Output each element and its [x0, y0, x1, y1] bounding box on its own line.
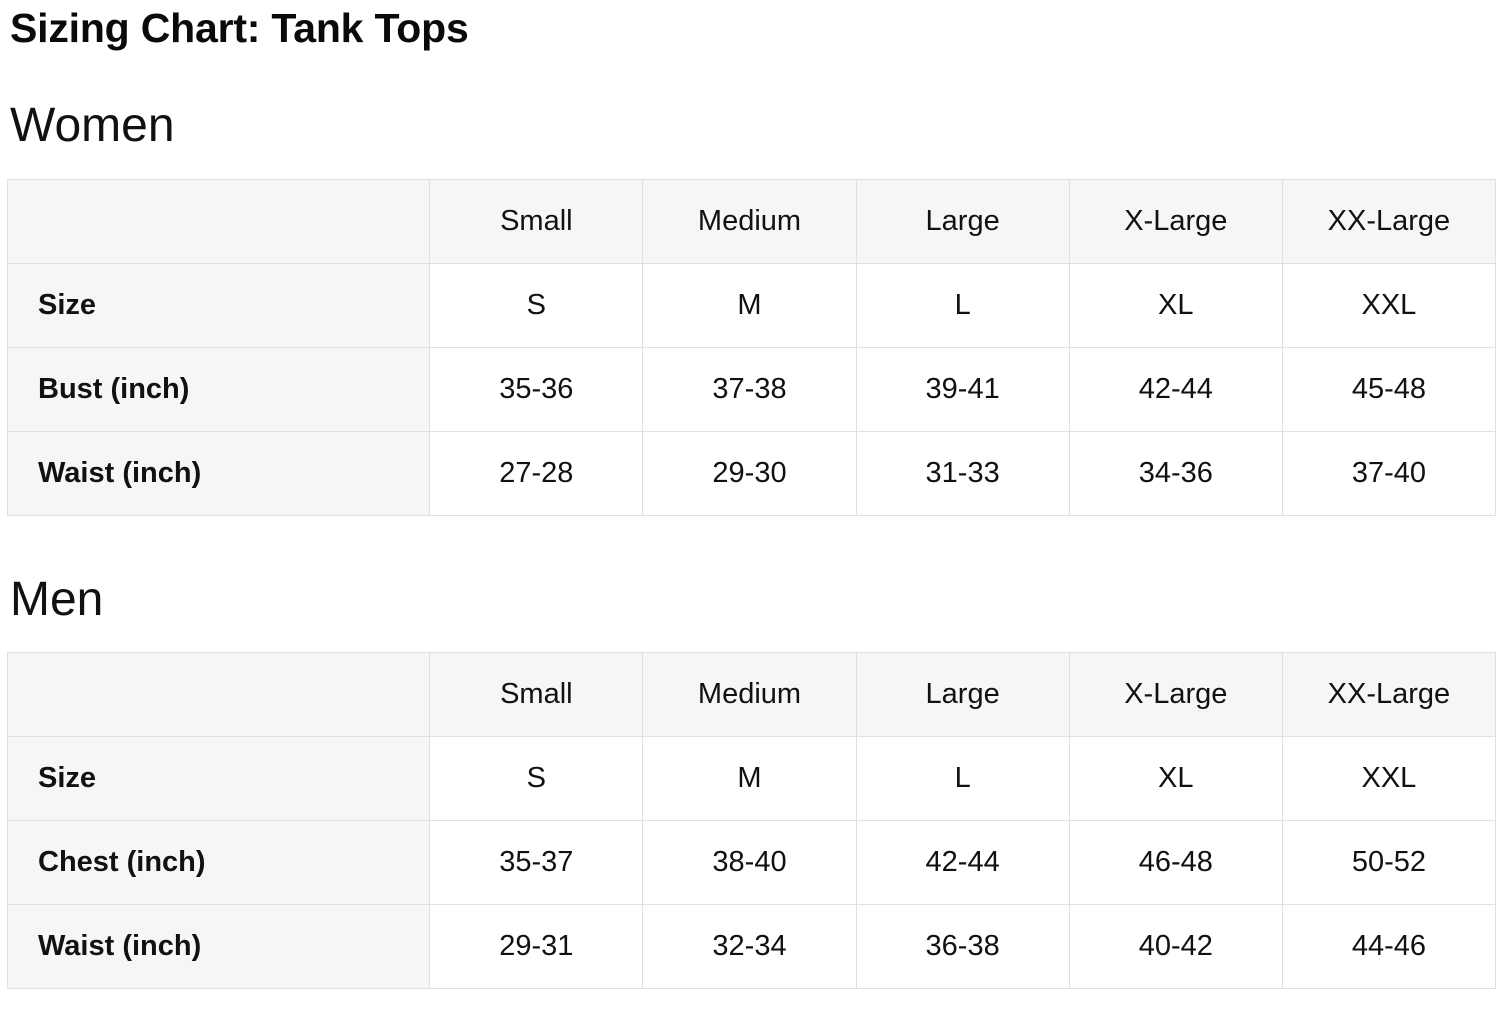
- row-label-chest: Chest (inch): [6, 820, 431, 905]
- row-label-size: Size: [6, 736, 431, 821]
- cell-waist-medium: 29-30: [642, 431, 857, 516]
- cell-chest-small: 35-37: [429, 820, 644, 905]
- table-header-row: Small Medium Large X-Large XX-Large: [6, 652, 1497, 737]
- column-header-large: Large: [855, 179, 1070, 264]
- cell-waist-medium: 32-34: [642, 904, 857, 989]
- section-heading-men: Men: [10, 573, 104, 626]
- cell-size-small: S: [429, 736, 644, 821]
- cell-size-large: L: [855, 736, 1070, 821]
- column-header-small: Small: [429, 652, 644, 737]
- row-label-size: Size: [6, 263, 431, 348]
- cell-chest-x-large: 46-48: [1068, 820, 1283, 905]
- column-header-x-large: X-Large: [1068, 179, 1283, 264]
- table-corner-cell: [6, 652, 431, 737]
- cell-size-medium: M: [642, 263, 857, 348]
- table-row: Waist (inch) 27-28 29-30 31-33 34-36 37-…: [6, 431, 1497, 516]
- cell-size-small: S: [429, 263, 644, 348]
- cell-waist-x-large: 40-42: [1068, 904, 1283, 989]
- cell-waist-small: 27-28: [429, 431, 644, 516]
- cell-waist-large: 31-33: [855, 431, 1070, 516]
- row-label-waist: Waist (inch): [6, 904, 431, 989]
- section-women: Women Small Medium Large X-Large XX-Larg…: [0, 49, 1500, 516]
- cell-size-xx-large: XXL: [1281, 263, 1497, 348]
- size-table-men: Small Medium Large X-Large XX-Large Size…: [6, 652, 1497, 989]
- cell-bust-x-large: 42-44: [1068, 347, 1283, 432]
- cell-size-xx-large: XXL: [1281, 736, 1497, 821]
- cell-bust-xx-large: 45-48: [1281, 347, 1497, 432]
- row-label-bust: Bust (inch): [6, 347, 431, 432]
- section-heading-women: Women: [10, 99, 175, 152]
- column-header-small: Small: [429, 179, 644, 264]
- cell-size-x-large: XL: [1068, 263, 1283, 348]
- cell-bust-medium: 37-38: [642, 347, 857, 432]
- column-header-xx-large: XX-Large: [1281, 652, 1497, 737]
- table-row: Bust (inch) 35-36 37-38 39-41 42-44 45-4…: [6, 347, 1497, 432]
- cell-chest-large: 42-44: [855, 820, 1070, 905]
- cell-size-large: L: [855, 263, 1070, 348]
- column-header-medium: Medium: [642, 179, 857, 264]
- row-label-waist: Waist (inch): [6, 431, 431, 516]
- table-row: Chest (inch) 35-37 38-40 42-44 46-48 50-…: [6, 820, 1497, 905]
- cell-chest-medium: 38-40: [642, 820, 857, 905]
- table-corner-cell: [6, 179, 431, 264]
- column-header-medium: Medium: [642, 652, 857, 737]
- cell-chest-xx-large: 50-52: [1281, 820, 1497, 905]
- section-men: Men Small Medium Large X-Large XX-Large …: [0, 516, 1500, 989]
- cell-bust-small: 35-36: [429, 347, 644, 432]
- column-header-x-large: X-Large: [1068, 652, 1283, 737]
- page-title: Sizing Chart: Tank Tops: [10, 5, 469, 51]
- size-table-women: Small Medium Large X-Large XX-Large Size…: [6, 179, 1497, 516]
- cell-waist-xx-large: 37-40: [1281, 431, 1497, 516]
- cell-waist-small: 29-31: [429, 904, 644, 989]
- cell-waist-large: 36-38: [855, 904, 1070, 989]
- table-header-row: Small Medium Large X-Large XX-Large: [6, 179, 1497, 264]
- cell-size-x-large: XL: [1068, 736, 1283, 821]
- table-row: Waist (inch) 29-31 32-34 36-38 40-42 44-…: [6, 904, 1497, 989]
- cell-waist-x-large: 34-36: [1068, 431, 1283, 516]
- cell-bust-large: 39-41: [855, 347, 1070, 432]
- table-row: Size S M L XL XXL: [6, 736, 1497, 821]
- table-row: Size S M L XL XXL: [6, 263, 1497, 348]
- column-header-xx-large: XX-Large: [1281, 179, 1497, 264]
- column-header-large: Large: [855, 652, 1070, 737]
- cell-waist-xx-large: 44-46: [1281, 904, 1497, 989]
- cell-size-medium: M: [642, 736, 857, 821]
